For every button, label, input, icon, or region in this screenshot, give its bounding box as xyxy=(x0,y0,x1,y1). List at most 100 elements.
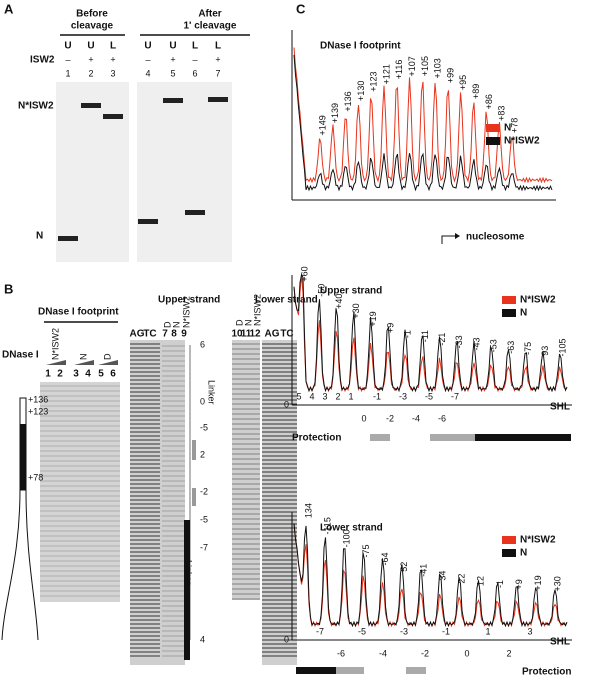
scale: -5 xyxy=(200,514,208,524)
peak-label: 134 xyxy=(303,503,313,518)
legend-label: N*ISW2 xyxy=(520,295,556,306)
peak-label: +9 xyxy=(385,323,395,333)
shl-label: SHL xyxy=(550,402,570,413)
panel-label: B xyxy=(4,281,13,296)
condition: D xyxy=(102,353,112,360)
shl-tick: -2 xyxy=(421,648,429,658)
peak-label: -115 xyxy=(323,517,333,534)
lane-number: 10 xyxy=(231,329,243,340)
shl-tick: -6 xyxy=(337,648,345,658)
linker-label: Linker xyxy=(184,560,194,585)
protection-bar xyxy=(336,667,364,674)
legend-label: N xyxy=(520,548,527,559)
protect-mark xyxy=(192,488,196,506)
trace xyxy=(293,273,568,393)
shl-tick: -6 xyxy=(438,413,446,423)
lane-number: 5 xyxy=(98,369,104,380)
peak-label: +139 xyxy=(330,103,340,123)
row-label: ISW2 xyxy=(30,55,55,66)
scale: -2 xyxy=(200,486,208,496)
peak-label: +30 xyxy=(552,576,562,591)
scale: 4 xyxy=(200,634,205,644)
lane-sign: – xyxy=(145,54,150,64)
peak-label: -105 xyxy=(557,338,567,356)
condition: N xyxy=(78,354,88,361)
condition: D xyxy=(234,319,244,326)
scale: -5 xyxy=(200,422,208,432)
shl-tick: -4 xyxy=(379,648,387,658)
peak-label: +99 xyxy=(445,68,455,83)
peak-label: +83 xyxy=(497,106,507,121)
lane-letter: U xyxy=(169,41,176,52)
lane-number: 9 xyxy=(181,329,187,340)
lane-letter: L xyxy=(110,41,116,52)
shl-tick: 0 xyxy=(361,413,366,423)
legend-swatch xyxy=(502,549,516,557)
gel-title: DNase I footprint xyxy=(38,307,119,318)
gel xyxy=(56,82,232,262)
lane-number: 3 xyxy=(110,68,115,78)
peak-label: +105 xyxy=(420,56,430,76)
protection-bar xyxy=(475,434,571,441)
peak-label: -63 xyxy=(506,341,516,354)
shl-tick: -3 xyxy=(399,391,407,401)
band xyxy=(103,114,123,119)
shl-tick: -3 xyxy=(400,626,408,636)
lane-number: 3 xyxy=(73,369,79,380)
shl-tick: -4 xyxy=(412,413,420,423)
gel-gap xyxy=(129,82,137,262)
nucleosome-bar xyxy=(20,398,26,490)
scale: -7 xyxy=(200,542,208,552)
trace xyxy=(293,523,568,628)
shl-tick: 3 xyxy=(527,626,532,636)
band-label: N*ISW2 xyxy=(18,101,54,112)
linker-label: Linker xyxy=(207,380,217,405)
lane-letter: U xyxy=(144,41,151,52)
group-label: After xyxy=(198,9,221,20)
peak-label: -75 xyxy=(361,544,371,557)
chart-title: Upper strand xyxy=(320,286,382,297)
panel-label: A xyxy=(4,1,14,16)
lane-number: 12 xyxy=(249,329,261,340)
shl-tick: -5 xyxy=(425,391,433,401)
lane-label: AG xyxy=(265,329,280,340)
peak-label: +123 xyxy=(369,71,379,91)
lane-number: 8 xyxy=(171,329,177,340)
gel xyxy=(232,340,260,600)
peak-label: +60 xyxy=(299,266,309,281)
group-label: Before xyxy=(76,9,108,20)
lane-number: 11 xyxy=(241,329,252,340)
shl-tick: -7 xyxy=(316,626,324,636)
condition: D xyxy=(162,321,172,328)
row-label: DNase I xyxy=(2,350,39,361)
legend-label: N xyxy=(504,123,511,134)
legend-swatch xyxy=(502,309,516,317)
lane-number: 2 xyxy=(57,369,63,380)
legend-swatch xyxy=(502,296,516,304)
lane-number: 1 xyxy=(65,68,70,78)
lane-letter: L xyxy=(192,41,198,52)
position: +78 xyxy=(28,472,43,482)
linker-bar xyxy=(184,520,190,660)
group-label: cleavage xyxy=(71,21,114,32)
band xyxy=(208,97,228,102)
panel-label: C xyxy=(296,1,306,16)
position: +123 xyxy=(28,406,48,416)
gel-title: Upper strand xyxy=(158,295,220,306)
peak-label: -100 xyxy=(342,529,352,547)
shl-tick: -2 xyxy=(386,413,394,423)
peak-label: -75 xyxy=(523,342,533,355)
shl-tick: 3 xyxy=(322,391,327,401)
shl-tick: 5 xyxy=(296,391,301,401)
lane-label: TC xyxy=(143,329,156,340)
peak-label: +40 xyxy=(334,294,344,309)
lane-number: 2 xyxy=(88,68,93,78)
chart-title: Lower strand xyxy=(320,523,383,534)
peak-label: 93 xyxy=(540,346,550,356)
scale: 2 xyxy=(200,449,205,459)
lane-number: 7 xyxy=(215,68,220,78)
peak-label: -43 xyxy=(471,337,481,350)
peak-label: +149 xyxy=(317,115,327,135)
lane-label: TC xyxy=(280,329,293,340)
peak-label: +78 xyxy=(509,118,519,133)
